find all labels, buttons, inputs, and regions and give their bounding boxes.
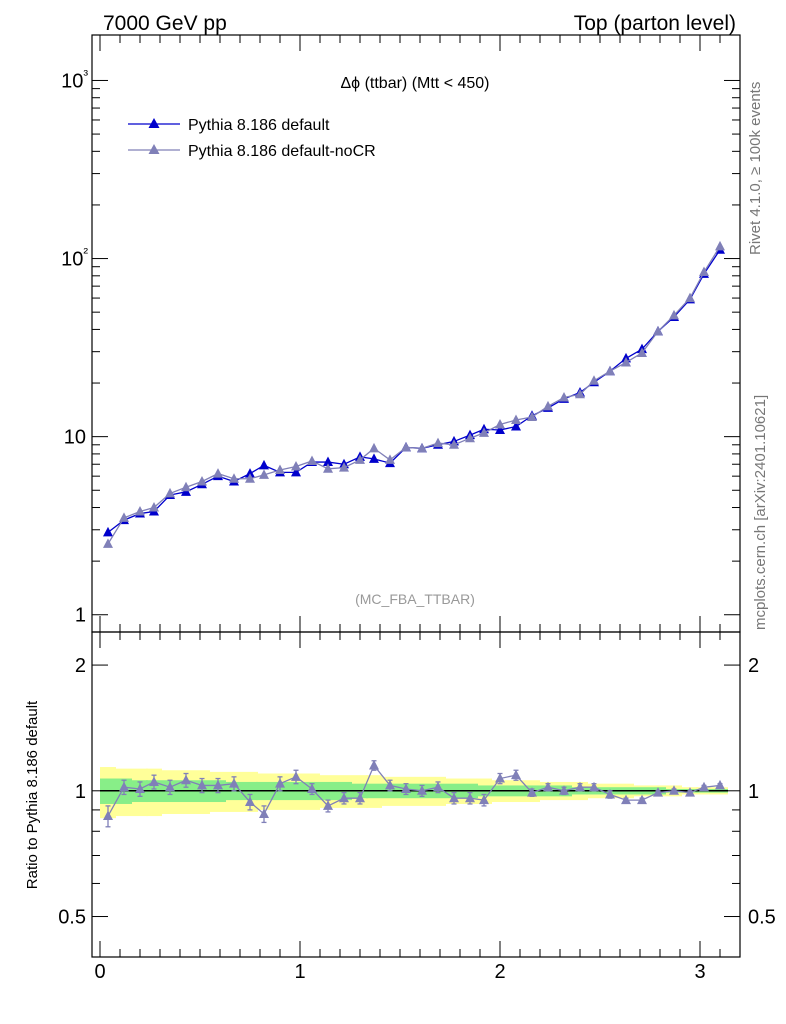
series-nocr-point <box>401 442 411 452</box>
ratio-marks <box>100 760 728 827</box>
series-nocr-point <box>103 538 113 548</box>
mcplots-label: mcplots.cern.ch [arXiv:2401.10621] <box>752 395 769 630</box>
ratio-xtick-label: 3 <box>694 961 705 983</box>
series-nocr-point <box>149 502 159 512</box>
ratio-ytick-label-left: 2 <box>75 655 86 677</box>
series-nocr-point <box>527 411 537 421</box>
ratio-ylabel: Ratio to Pythia 8.186 default <box>24 700 41 889</box>
series-default-point <box>103 527 113 537</box>
ratio-xtick-label: 0 <box>94 961 105 983</box>
series-nocr-point <box>307 455 317 465</box>
main-ytick-label: 1 <box>75 605 86 627</box>
series-nocr-point <box>213 468 223 478</box>
chart-title: Δϕ (ttbar) (Mtt < 450) <box>340 75 489 92</box>
ratio-point <box>259 808 269 818</box>
ratio-ytick-label-left: 0.5 <box>58 907 86 929</box>
plot-canvas: 7000 GeV pp Top (parton level) Rivet 4.1… <box>0 0 786 1024</box>
series-default-line <box>108 250 720 533</box>
legend: Pythia 8.186 default Pythia 8.186 defaul… <box>128 117 376 160</box>
ratio-ytick-label-right: 1 <box>748 781 759 803</box>
ratio-ytick-label-right: 0.5 <box>748 907 776 929</box>
series-nocr-line <box>108 246 720 543</box>
series-default-point <box>259 460 269 470</box>
main-ytick-label: 10 <box>64 427 86 449</box>
legend-label-default: Pythia 8.186 default <box>188 117 330 134</box>
legend-label-nocr: Pythia 8.186 default-noCR <box>188 143 376 160</box>
main-ytick-label: 10³ <box>61 66 88 92</box>
ratio-ytick-label-left: 1 <box>75 781 86 803</box>
watermark: (MC_FBA_TTBAR) <box>355 591 475 607</box>
legend-marker-nocr <box>149 144 160 154</box>
ratio-ytick-label-right: 2 <box>748 655 759 677</box>
main-ytick-label: 10² <box>61 245 88 271</box>
ratio-xtick-label: 1 <box>294 961 305 983</box>
series-nocr-point <box>605 366 615 376</box>
ratio-point <box>511 770 521 780</box>
main-panel: 1 10 10² 10³ Δϕ (ttbar) (Mtt < 450) (MC_FBA… <box>61 35 740 632</box>
series-nocr-point <box>715 241 725 251</box>
ratio-point <box>369 760 379 770</box>
header-left: 7000 GeV pp <box>103 12 227 35</box>
series-nocr-point <box>197 476 207 486</box>
rivet-label: Rivet 4.1.0, ≥ 100k events <box>747 82 764 255</box>
ratio-panel: 0 1 2 3 0.5 0.5 1 1 2 2 Ratio to Pythia 8.186 def… <box>24 632 776 983</box>
main-marks <box>103 241 725 548</box>
series-nocr-point <box>433 438 443 448</box>
ratio-xtick-label: 2 <box>494 961 505 983</box>
header-right: Top (parton level) <box>574 12 736 35</box>
legend-marker-default <box>149 118 160 128</box>
series-nocr-point <box>369 443 379 453</box>
ratio-point <box>715 780 725 790</box>
